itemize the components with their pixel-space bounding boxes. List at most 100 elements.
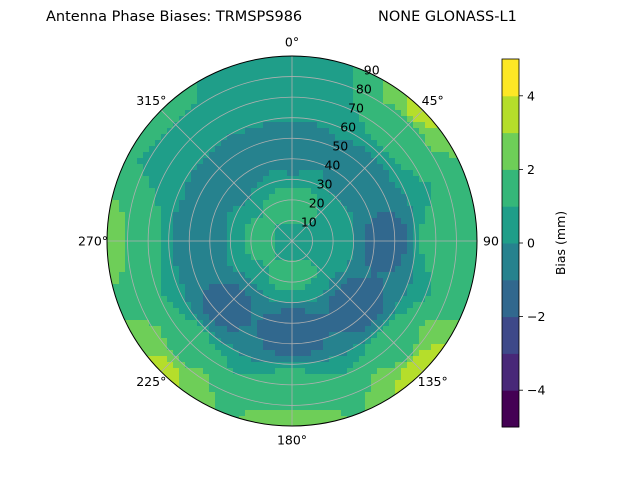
field-cell: [215, 380, 222, 387]
field-cell: [251, 284, 258, 291]
field-cell: [185, 194, 192, 201]
field-cell: [173, 110, 180, 117]
field-cell: [167, 254, 174, 261]
field-cell: [317, 110, 324, 117]
field-cell: [209, 284, 216, 291]
field-cell: [191, 194, 198, 201]
field-cell: [239, 152, 246, 159]
radial-tick-label: 10: [301, 215, 317, 230]
field-cell: [263, 194, 270, 201]
field-cell: [371, 296, 378, 303]
field-cell: [221, 398, 228, 405]
field-cell: [257, 374, 264, 381]
field-cell: [113, 188, 120, 195]
field-cell: [383, 164, 390, 171]
field-cell: [383, 404, 390, 411]
field-cell: [119, 206, 126, 213]
field-cell: [305, 260, 312, 267]
field-cell: [389, 272, 396, 279]
field-cell: [311, 218, 318, 225]
field-cell: [185, 278, 192, 285]
field-cell: [323, 80, 330, 87]
field-cell: [401, 212, 408, 219]
field-cell: [383, 128, 390, 135]
field-cell: [341, 248, 348, 255]
field-cell: [161, 278, 168, 285]
field-cell: [197, 170, 204, 177]
field-cell: [437, 302, 444, 309]
field-cell: [299, 176, 306, 183]
field-cell: [239, 344, 246, 351]
field-cell: [143, 146, 150, 153]
field-cell: [233, 368, 240, 375]
field-cell: [323, 230, 330, 237]
field-cell: [185, 152, 192, 159]
field-cell: [407, 236, 414, 243]
field-cell: [227, 284, 234, 291]
field-cell: [239, 332, 246, 339]
field-cell: [347, 314, 354, 321]
field-cell: [221, 224, 228, 231]
field-cell: [137, 314, 144, 321]
field-cell: [155, 242, 162, 249]
field-cell: [353, 122, 360, 129]
field-cell: [131, 248, 138, 255]
field-cell: [413, 302, 420, 309]
field-cell: [239, 164, 246, 171]
field-cell: [275, 404, 282, 411]
field-cell: [185, 296, 192, 303]
field-cell: [371, 278, 378, 285]
field-cell: [167, 296, 174, 303]
field-cell: [401, 110, 408, 117]
field-cell: [251, 128, 258, 135]
field-cell: [233, 344, 240, 351]
field-cell: [395, 218, 402, 225]
field-cell: [377, 242, 384, 249]
field-cell: [185, 116, 192, 123]
field-cell: [389, 176, 396, 183]
field-cell: [335, 134, 342, 141]
field-cell: [221, 260, 228, 267]
field-cell: [245, 404, 252, 411]
field-cell: [143, 260, 150, 267]
field-cell: [323, 164, 330, 171]
field-cell: [227, 386, 234, 393]
field-cell: [257, 326, 264, 333]
field-cell: [293, 206, 300, 213]
field-cell: [185, 314, 192, 321]
field-cell: [413, 338, 420, 345]
field-cell: [431, 278, 438, 285]
field-cell: [227, 398, 234, 405]
field-cell: [299, 332, 306, 339]
field-cell: [305, 92, 312, 99]
field-cell: [365, 380, 372, 387]
field-cell: [161, 350, 168, 357]
field-cell: [383, 230, 390, 237]
field-cell: [311, 200, 318, 207]
field-cell: [311, 224, 318, 231]
field-cell: [311, 134, 318, 141]
field-cell: [209, 86, 216, 93]
field-cell: [299, 320, 306, 327]
field-cell: [269, 326, 276, 333]
field-cell: [257, 176, 264, 183]
field-cell: [323, 350, 330, 357]
field-cell: [347, 362, 354, 369]
field-cell: [449, 278, 456, 285]
field-cell: [401, 194, 408, 201]
field-cell: [395, 212, 402, 219]
field-cell: [401, 284, 408, 291]
field-cell: [197, 134, 204, 141]
field-cell: [389, 380, 396, 387]
field-cell: [209, 398, 216, 405]
field-cell: [263, 146, 270, 153]
field-cell: [185, 80, 192, 87]
field-cell: [329, 308, 336, 315]
field-cell: [197, 74, 204, 81]
field-cell: [263, 74, 270, 81]
field-cell: [305, 230, 312, 237]
field-cell: [377, 104, 384, 111]
field-cell: [359, 314, 366, 321]
field-cell: [239, 194, 246, 201]
field-cell: [395, 80, 402, 87]
